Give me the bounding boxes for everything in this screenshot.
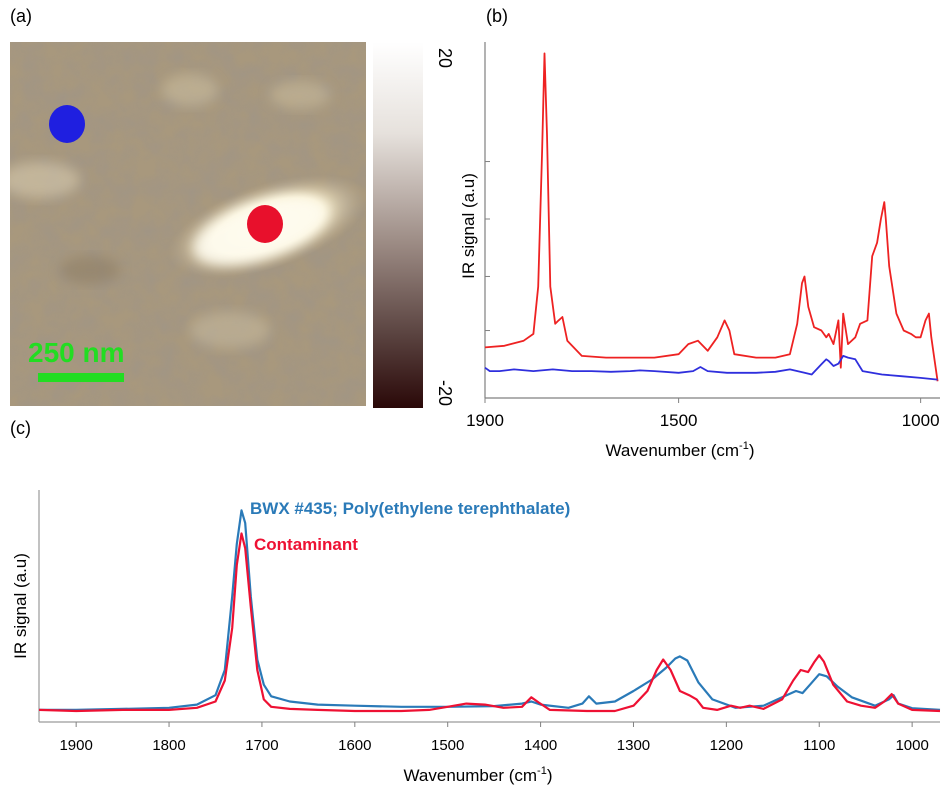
panel-b-label: (b)	[486, 6, 508, 26]
chart-c-ylabel: IR signal (a.u)	[11, 553, 30, 659]
legend-contaminant: Contaminant	[254, 535, 358, 554]
chart-c-xlabel-end: )	[547, 766, 553, 785]
chart-c-x-tick-label: 1100	[803, 737, 835, 754]
afm-image: 250 nm	[10, 42, 366, 406]
chart-c-x-tick-label: 1800	[152, 737, 185, 754]
colorbar: 20 -20	[373, 42, 455, 408]
chart-c-series-0-line	[39, 509, 941, 711]
chart-b-ylabel: IR signal (a.u)	[459, 173, 478, 279]
chart-b-series-1-line	[484, 355, 938, 381]
panel-c-label: (c)	[10, 418, 31, 438]
legend-reference: BWX #435; Poly(ethylene terephthalate)	[250, 499, 570, 518]
chart-c-x-tick-label: 1000	[895, 737, 928, 754]
chart-b-xlabel: Wavenumber (cm-1)	[606, 440, 755, 460]
colorbar-max-label: 20	[435, 48, 455, 68]
blue-marker	[49, 105, 85, 143]
chart-c-x-tick-label: 1600	[338, 737, 371, 754]
chart-c-x-tick-label: 1300	[617, 737, 650, 754]
chart-c: 1900 1800 1700 1600 1500 1400 1300 1200 1100 1000…	[11, 490, 941, 785]
chart-c-x-tick-label: 1700	[245, 737, 278, 754]
scale-bar-label: 250 nm	[28, 337, 125, 368]
chart-b-x-tick-label: 1500	[660, 411, 698, 430]
colorbar-min-label: -20	[435, 380, 455, 406]
panel-a-label: (a)	[10, 6, 32, 26]
chart-c-xlabel-main: Wavenumber (cm	[404, 766, 538, 785]
chart-b: 1900 1500 1000 IR signal (a.u) Wavenumber …	[459, 42, 940, 460]
chart-c-x-tick-label: 1500	[431, 737, 464, 754]
chart-c-series-1-line	[38, 532, 941, 713]
scale-bar	[38, 373, 124, 382]
chart-b-xlabel-end: )	[749, 441, 755, 460]
red-marker	[247, 205, 283, 243]
chart-c-x-tick-label: 1400	[524, 737, 557, 754]
chart-b-series-0-line	[484, 52, 939, 382]
chart-b-x-tick-label: 1000	[902, 411, 940, 430]
chart-c-x-tick-label: 1200	[710, 737, 743, 754]
chart-c-x-tick-label: 1900	[59, 737, 92, 754]
chart-b-x-tick-label: 1900	[466, 411, 504, 430]
chart-c-xlabel-sup: -1	[537, 765, 547, 777]
chart-c-xlabel: Wavenumber (cm-1)	[404, 765, 553, 785]
chart-b-xlabel-sup: -1	[739, 440, 749, 452]
chart-b-xlabel-main: Wavenumber (cm	[606, 441, 740, 460]
